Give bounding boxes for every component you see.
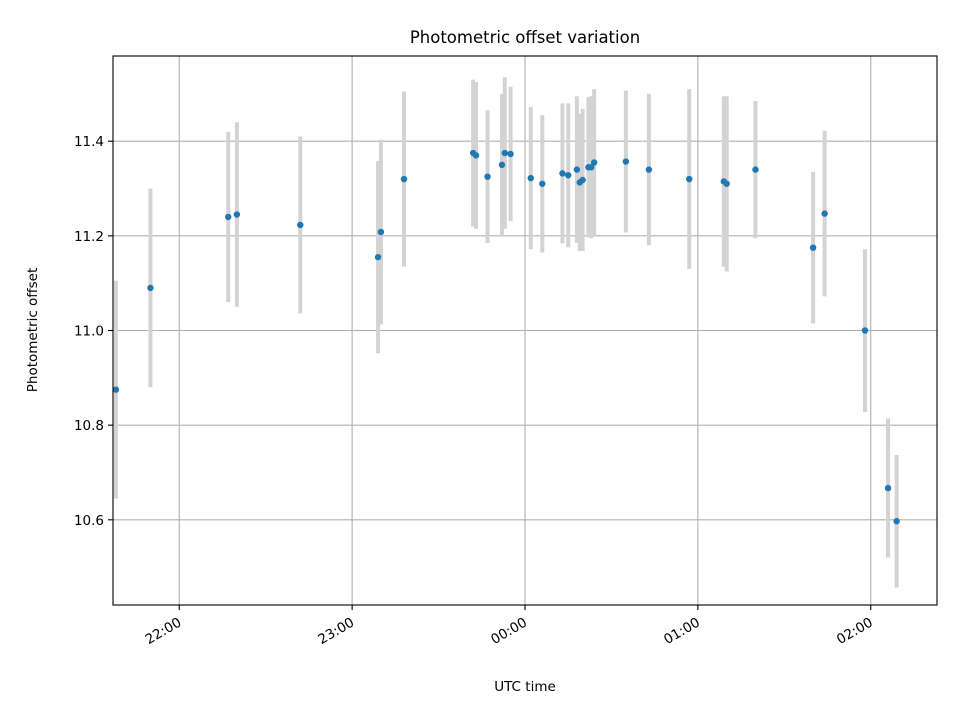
data-point <box>645 166 653 173</box>
x-tick-label: 00:00 <box>488 615 530 648</box>
data-point <box>472 152 480 159</box>
data-point <box>893 518 900 525</box>
data-point <box>821 210 828 217</box>
data-point <box>723 180 730 187</box>
data-point <box>233 211 241 218</box>
data-point <box>590 159 598 166</box>
chart-title: Photometric offset variation <box>410 28 640 47</box>
data-point <box>501 149 509 157</box>
y-axis-label: Photometric offset <box>25 268 41 392</box>
data-point <box>484 173 491 180</box>
data-point <box>498 161 506 169</box>
data-point <box>147 284 154 292</box>
y-tick-label: 10.6 <box>74 513 104 529</box>
y-tick-label: 11.4 <box>74 134 104 150</box>
data-point <box>507 150 514 158</box>
y-tick-label: 10.8 <box>74 418 104 434</box>
data-point <box>579 176 586 184</box>
data-point <box>400 175 408 183</box>
data-point <box>297 221 304 229</box>
data-points <box>112 149 900 525</box>
data-point <box>686 175 693 183</box>
data-point <box>573 166 581 173</box>
data-point <box>884 484 892 492</box>
data-point <box>225 213 232 221</box>
data-point <box>565 172 572 179</box>
x-tick-label: 01:00 <box>661 615 703 648</box>
x-axis-ticks: 22:00 23:00 00:00 01:00 02:00 <box>143 605 876 648</box>
data-point <box>809 244 817 251</box>
data-point <box>539 180 546 187</box>
data-point <box>861 327 869 334</box>
data-point <box>377 228 385 236</box>
y-tick-label: 11.0 <box>74 324 104 340</box>
x-tick-label: 22:00 <box>143 615 185 648</box>
data-point <box>527 174 534 182</box>
data-point <box>588 164 595 171</box>
x-tick-label: 02:00 <box>834 615 876 648</box>
data-point <box>374 253 382 261</box>
y-axis-ticks: 10.6 10.8 11.0 11.2 11.4 <box>74 134 113 529</box>
x-tick-label: 23:00 <box>315 615 357 648</box>
data-point <box>559 170 566 177</box>
data-point <box>752 166 759 173</box>
grid <box>113 56 937 605</box>
y-tick-label: 11.2 <box>74 229 104 245</box>
x-axis-label: UTC time <box>494 679 556 695</box>
data-point <box>112 386 120 393</box>
data-point <box>622 158 630 165</box>
